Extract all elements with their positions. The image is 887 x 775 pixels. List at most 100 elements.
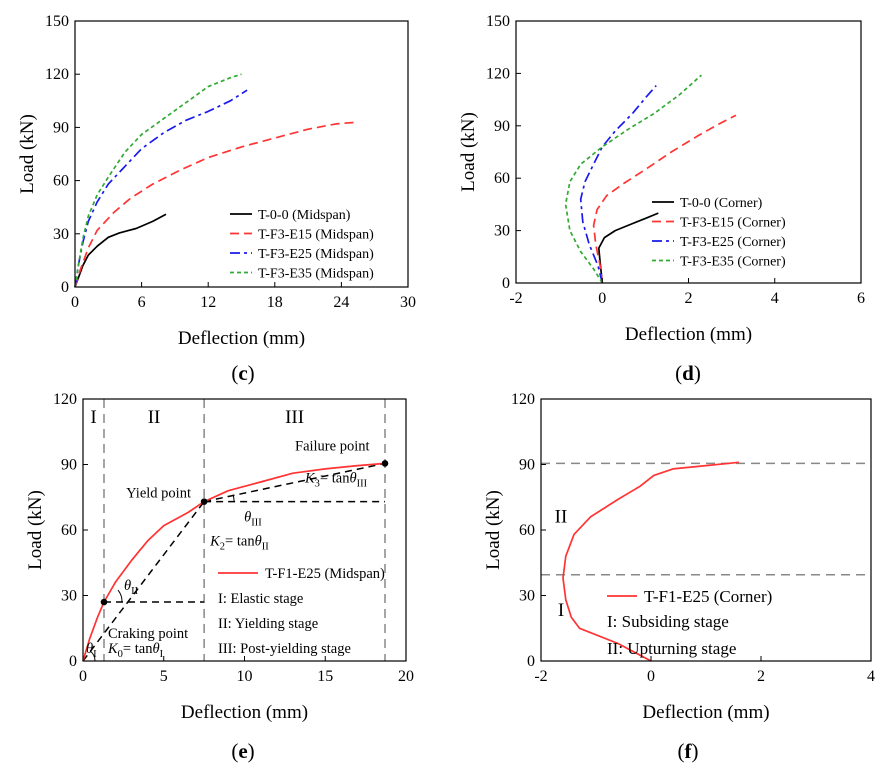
- panel-label: (e): [231, 739, 254, 763]
- legend-entry: T-F1-E25 (Corner): [644, 587, 772, 606]
- label-part: θ: [86, 641, 93, 657]
- x-tick-label: 0: [598, 290, 606, 307]
- label-part: K: [107, 641, 119, 657]
- series-line: [562, 461, 740, 662]
- k3-label: K3= tanθIII: [304, 470, 368, 489]
- y-tick-label: 120: [53, 391, 77, 408]
- theta-iii-label: θIII: [244, 510, 262, 529]
- label-part: 3: [315, 478, 320, 489]
- key-point-marker: [381, 460, 389, 467]
- theta-i-label: θI: [86, 641, 97, 660]
- legend-note: II: Yielding stage: [218, 616, 318, 632]
- yield-point-label: Yield point: [126, 486, 191, 502]
- x-tick-label: -2: [534, 668, 547, 685]
- y-tick-label: 30: [61, 588, 77, 605]
- legend-entry: T-0-0 (Midspan): [258, 208, 351, 223]
- stage-label: III: [285, 407, 304, 428]
- label-part: = tan: [123, 641, 153, 657]
- y-tick-label: 0: [61, 279, 69, 296]
- legend-entry: T-F3-E35 (Midspan): [258, 267, 374, 282]
- series-line: [74, 89, 248, 288]
- legend-entry: T-0-0 (Corner): [680, 196, 763, 211]
- x-tick-label: 5: [160, 668, 168, 685]
- panel-paren: (: [231, 739, 238, 763]
- plot-frame: [74, 20, 409, 288]
- y-tick-label: 0: [69, 653, 77, 670]
- label-part: = tan: [320, 470, 350, 486]
- x-tick-label: 24: [333, 294, 349, 311]
- x-axis-label: Deflection (mm): [178, 328, 305, 349]
- y-axis-label: Load (kN): [483, 490, 504, 570]
- x-tick-label: 0: [647, 668, 655, 685]
- x-tick-label: 0: [71, 294, 79, 311]
- angle-arc: [232, 494, 235, 502]
- x-tick-label: 10: [237, 668, 253, 685]
- legend-note: I: Elastic stage: [218, 591, 303, 607]
- stage-label: I: [90, 407, 96, 428]
- label-part: III: [357, 478, 368, 489]
- label-part: θ: [349, 470, 356, 486]
- legend-entry: T-F3-E15 (Midspan): [258, 228, 374, 243]
- y-tick-label: 90: [494, 118, 510, 135]
- x-tick-label: 4: [867, 668, 875, 685]
- stage-label: II: [148, 407, 161, 428]
- x-tick-label: 0: [79, 668, 87, 685]
- failure-point-label: Failure point: [295, 438, 370, 454]
- legend-note: II: Upturning stage: [607, 639, 736, 658]
- label-part: 2: [220, 542, 225, 553]
- legend-note: III: Post-yielding stage: [218, 641, 351, 657]
- y-tick-label: 60: [53, 173, 69, 190]
- y-tick-label: 30: [53, 226, 69, 243]
- legend-entry: T-F3-E25 (Corner): [680, 235, 786, 250]
- label-part: K: [209, 534, 221, 550]
- panel-paren: (: [231, 361, 238, 385]
- series-line: [579, 85, 657, 284]
- legend-entry: T-F3-E35 (Corner): [680, 255, 786, 270]
- stage-label: I: [558, 600, 564, 621]
- craking-point-label: Craking point: [108, 626, 188, 642]
- k2-label: K2= tanθII: [209, 534, 269, 553]
- secant-line: [203, 462, 386, 503]
- x-tick-label: 6: [857, 290, 865, 307]
- label-part: I: [93, 649, 97, 660]
- x-tick-label: 2: [685, 290, 693, 307]
- theta-ii-label: θII: [124, 578, 139, 597]
- y-tick-label: 0: [502, 275, 510, 292]
- label-part: θ: [255, 534, 262, 550]
- panel-paren: ): [248, 361, 255, 385]
- x-tick-label: 18: [267, 294, 283, 311]
- key-point-marker: [200, 498, 208, 505]
- stage-label: II: [555, 506, 568, 527]
- y-tick-label: 60: [519, 522, 535, 539]
- y-tick-label: 60: [61, 522, 77, 539]
- y-tick-label: 0: [527, 653, 535, 670]
- legend-entry: T-F3-E25 (Midspan): [258, 247, 374, 262]
- y-tick-label: 150: [486, 13, 510, 30]
- x-tick-label: -2: [509, 290, 522, 307]
- x-tick-label: 4: [771, 290, 779, 307]
- x-tick-label: 15: [317, 668, 333, 685]
- label-part: II: [131, 586, 138, 597]
- panel-letter: e: [238, 739, 247, 763]
- series-line: [592, 114, 737, 284]
- x-axis-label: Deflection (mm): [181, 702, 308, 723]
- label-part: θ: [152, 641, 159, 657]
- y-tick-label: 60: [494, 170, 510, 187]
- panel-letter: f: [685, 739, 693, 763]
- y-tick-label: 120: [486, 65, 510, 82]
- x-tick-label: 30: [400, 294, 416, 311]
- panel-paren: (: [675, 361, 682, 385]
- series-line: [74, 121, 359, 288]
- label-part: II: [262, 542, 269, 553]
- y-tick-label: 150: [45, 13, 69, 30]
- y-tick-label: 120: [511, 391, 535, 408]
- label-part: θ: [124, 578, 131, 594]
- panel-paren: ): [694, 361, 701, 385]
- x-tick-label: 6: [138, 294, 146, 311]
- legend-entry: T-F1-E25 (Midspan): [265, 566, 385, 582]
- y-axis-label: Load (kN): [17, 114, 38, 194]
- panel-label: (f): [678, 739, 699, 763]
- label-part: I: [160, 649, 164, 660]
- y-tick-label: 90: [519, 457, 535, 474]
